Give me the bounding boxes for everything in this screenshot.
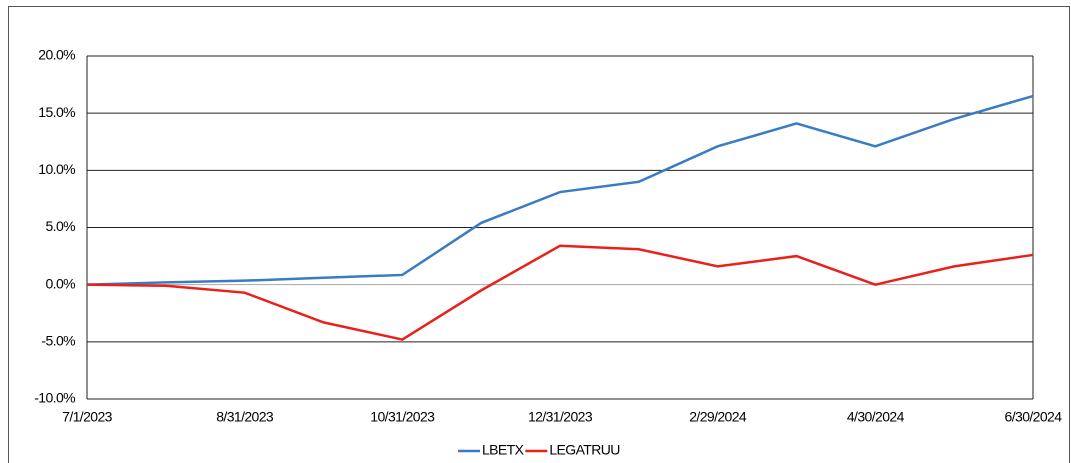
legend-label: LEGATRUU (549, 442, 620, 458)
series-line (86, 244, 1034, 341)
series-line (86, 94, 1034, 286)
y-tick-label: 20.0% (38, 47, 75, 63)
y-tick-label: 10.0% (38, 161, 75, 177)
x-tick-label: 12/31/2023 (528, 409, 593, 425)
y-tick-label: -10.0% (34, 390, 75, 406)
x-tick-label: 4/30/2024 (847, 409, 905, 425)
y-tick-label: 0.0% (45, 275, 75, 291)
y-tick-label: 5.0% (45, 218, 75, 234)
x-tick-label: 7/1/2023 (62, 409, 113, 425)
x-tick-label: 2/29/2024 (689, 409, 747, 425)
x-tick-label: 8/31/2023 (216, 409, 274, 425)
y-tick-label: 15.0% (38, 104, 75, 120)
chart-border (8, 6, 1070, 463)
x-tick-label: 10/31/2023 (370, 409, 435, 425)
y-tick-label: -5.0% (41, 333, 75, 349)
x-tick-label: 6/30/2024 (1005, 409, 1063, 425)
legend-label: LBETX (482, 442, 525, 458)
